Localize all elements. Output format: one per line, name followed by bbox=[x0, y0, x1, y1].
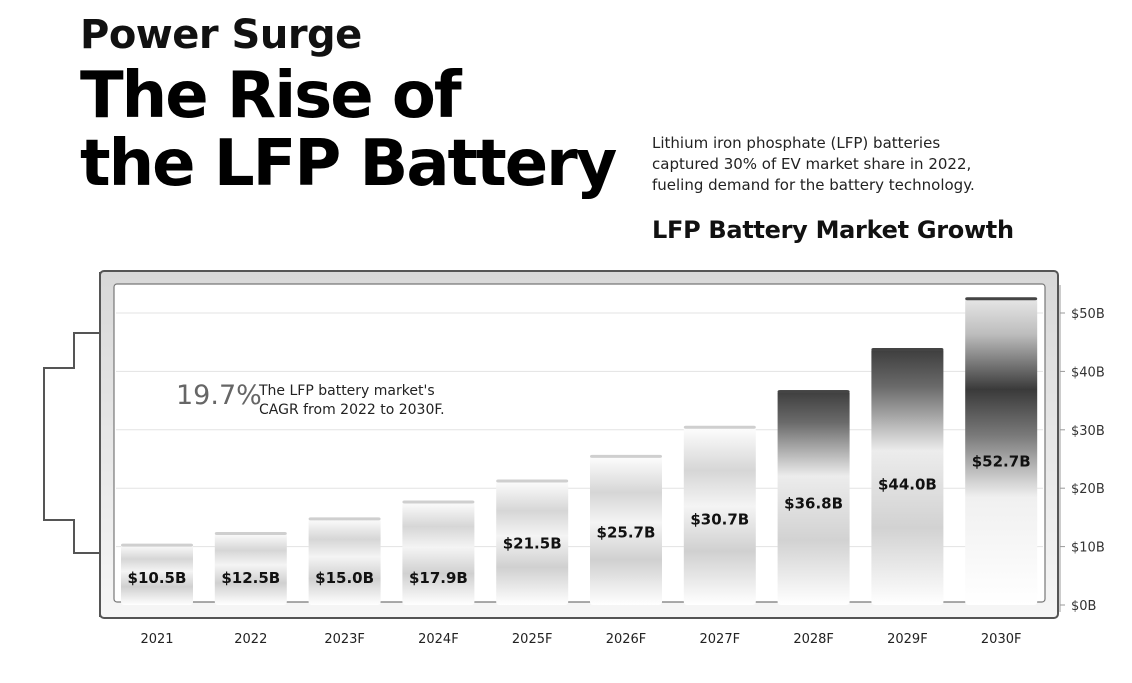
bar bbox=[590, 454, 662, 605]
bar bbox=[496, 479, 569, 605]
bar-cap bbox=[214, 532, 287, 535]
intro-line-3: fueling demand for the battery technolog… bbox=[652, 176, 975, 194]
data-label: $10.5B bbox=[128, 569, 187, 587]
y-tick-label: $40B bbox=[1071, 365, 1105, 380]
bar-cap bbox=[965, 297, 1038, 301]
chart-title: LFP Battery Market Growth bbox=[652, 216, 1014, 244]
data-label: $12.5B bbox=[221, 569, 280, 587]
bar-cap bbox=[590, 454, 662, 458]
headline: The Rise of the LFP Battery bbox=[80, 62, 640, 198]
data-label: $52.7B bbox=[972, 453, 1031, 471]
kicker-title: Power Surge bbox=[80, 12, 362, 58]
x-tick-label: 2030F bbox=[981, 632, 1022, 647]
bar bbox=[308, 517, 381, 605]
intro-text: Lithium iron phosphate (LFP) batteries c… bbox=[652, 133, 1072, 196]
data-label: $25.7B bbox=[597, 523, 656, 541]
bar-cap bbox=[871, 348, 944, 352]
battery-terminal bbox=[43, 272, 101, 617]
x-tick-label: 2028F bbox=[793, 632, 834, 647]
data-label: $17.9B bbox=[409, 569, 468, 587]
bar bbox=[121, 543, 193, 605]
bar-cap bbox=[308, 517, 381, 521]
bar bbox=[402, 500, 475, 605]
data-label: $21.5B bbox=[503, 534, 562, 552]
bars: $10.5B $12.5B $15.0B $17.9B $21.5B $25.7B $30.… bbox=[121, 297, 1038, 605]
cagr-line-2: CAGR from 2022 to 2030F. bbox=[259, 402, 445, 418]
x-tick-label: 2026F bbox=[606, 632, 647, 647]
bar bbox=[777, 390, 850, 605]
bar-cap bbox=[683, 425, 756, 429]
x-tick-label: 2027F bbox=[700, 632, 741, 647]
intro-line-2: captured 30% of EV market share in 2022, bbox=[652, 155, 972, 173]
headline-line-2: the LFP Battery bbox=[80, 127, 617, 201]
x-tick-label: 2024F bbox=[418, 632, 459, 647]
y-tick-label: $10B bbox=[1071, 541, 1105, 556]
y-tick-label: $20B bbox=[1071, 482, 1105, 497]
x-tick-label: 2029F bbox=[887, 632, 928, 647]
y-tick-label: $0B bbox=[1071, 599, 1096, 614]
axes: $0B $10B $20B $30B $40B $50B 2021 2022 2023F 2024… bbox=[140, 285, 1105, 647]
data-label: $44.0B bbox=[878, 475, 937, 493]
x-tick-label: 2022 bbox=[234, 632, 267, 647]
bar bbox=[683, 425, 756, 605]
x-tick-label: 2023F bbox=[324, 632, 365, 647]
cagr-description: The LFP battery market's CAGR from 2022 … bbox=[259, 382, 445, 420]
x-tick-label: 2021 bbox=[140, 632, 173, 647]
data-label: $36.8B bbox=[784, 494, 843, 512]
data-label: $30.7B bbox=[690, 510, 749, 528]
cagr-value: 19.7% bbox=[176, 380, 262, 411]
y-tick-label: $30B bbox=[1071, 424, 1105, 439]
x-tick-label: 2025F bbox=[512, 632, 553, 647]
bar-cap bbox=[402, 500, 475, 504]
intro-line-1: Lithium iron phosphate (LFP) batteries bbox=[652, 134, 941, 152]
y-tick-label: $50B bbox=[1071, 307, 1105, 322]
bar bbox=[214, 532, 287, 605]
cagr-line-1: The LFP battery market's bbox=[259, 383, 435, 399]
bar bbox=[965, 297, 1038, 605]
bar-cap bbox=[496, 479, 569, 483]
data-label: $15.0B bbox=[315, 569, 374, 587]
bar bbox=[871, 348, 944, 605]
bar-cap bbox=[121, 543, 193, 547]
headline-line-1: The Rise of bbox=[80, 59, 462, 133]
bar-cap bbox=[777, 390, 850, 394]
